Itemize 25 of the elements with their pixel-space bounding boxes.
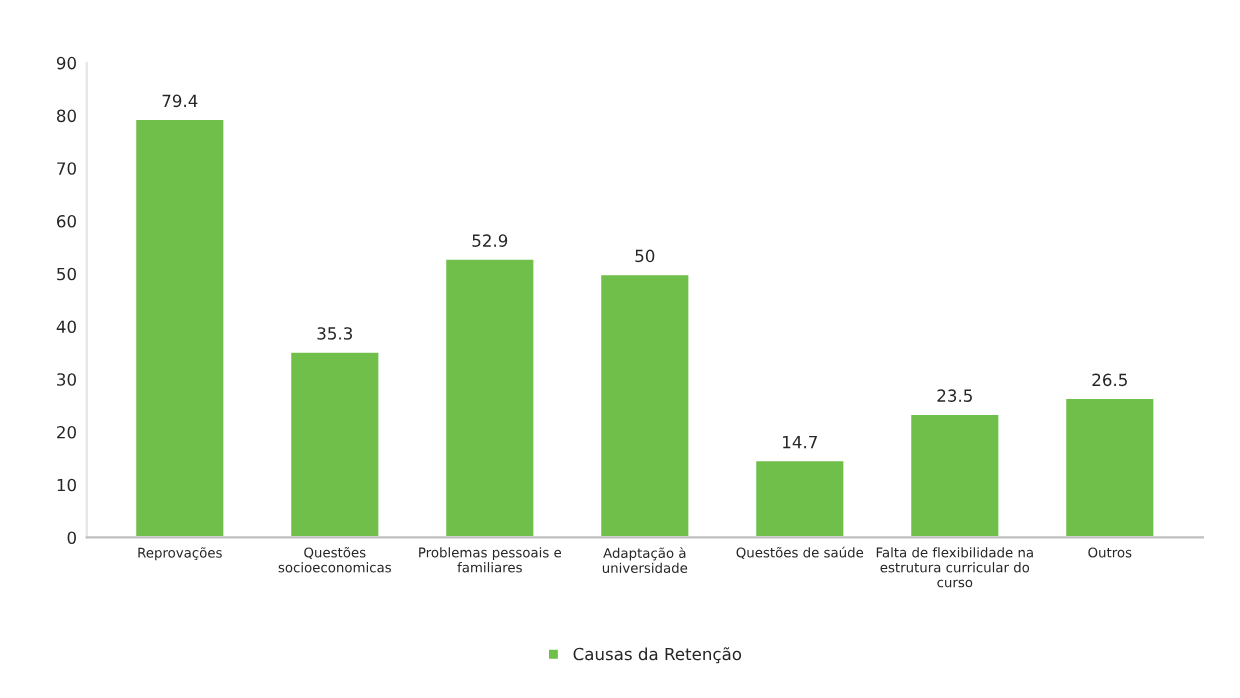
y-tick-label: 20 (57, 425, 76, 439)
legend-label: Causas da Retenção (573, 647, 742, 664)
data-label: 35.3 (317, 327, 353, 340)
bar (753, 458, 847, 538)
y-tick-label: 50 (57, 267, 76, 281)
y-tick-label: 10 (57, 478, 76, 492)
bar (288, 349, 382, 538)
data-label: 14.7 (783, 435, 817, 449)
y-tick-label: 0 (67, 531, 76, 545)
y-tick-label: 40 (56, 320, 76, 334)
bar (133, 117, 227, 538)
data-label: 52.9 (472, 234, 508, 247)
data-label: 23.5 (937, 389, 972, 402)
y-tick-label: 70 (57, 162, 76, 175)
data-label: 79.4 (162, 94, 198, 108)
y-tick-label: 30 (57, 373, 76, 386)
bar (598, 272, 692, 538)
bar (908, 412, 1002, 538)
data-label: 26.5 (1092, 373, 1127, 387)
y-tick-label: 80 (57, 109, 76, 123)
bar (1063, 396, 1157, 538)
bar (443, 257, 537, 538)
y-tick-label: 90 (56, 56, 76, 70)
y-tick-label: 60 (57, 215, 76, 228)
data-label: 50 (635, 249, 655, 263)
